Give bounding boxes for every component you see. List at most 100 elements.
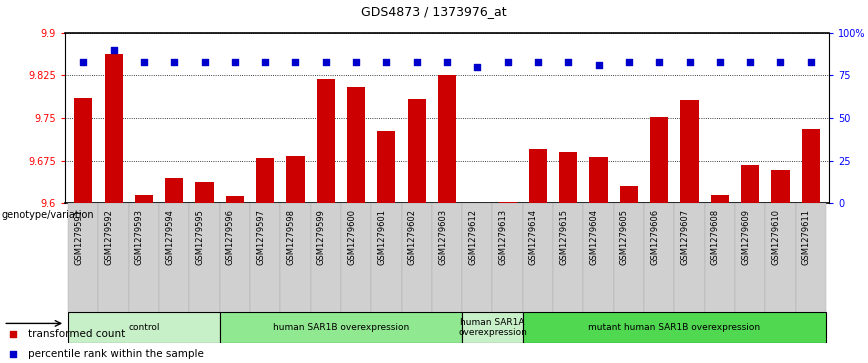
Text: GSM1279599: GSM1279599 — [317, 209, 326, 265]
Text: GSM1279608: GSM1279608 — [711, 209, 720, 265]
Point — [284, 289, 298, 295]
Bar — [311, 203, 341, 312]
Point — [562, 59, 575, 65]
Text: transformed count: transformed count — [28, 329, 125, 339]
Point — [501, 59, 515, 65]
Bar — [104, 54, 122, 203]
Text: GSM1279612: GSM1279612 — [469, 209, 477, 265]
Text: GSM1279613: GSM1279613 — [498, 209, 508, 265]
Point — [76, 59, 90, 65]
Point — [288, 59, 302, 65]
Point — [682, 59, 696, 65]
Bar — [674, 203, 705, 312]
Text: GSM1279614: GSM1279614 — [529, 209, 538, 265]
Bar — [372, 203, 402, 312]
Text: GSM1279593: GSM1279593 — [135, 209, 144, 265]
Bar — [614, 203, 644, 312]
Text: GSM1279609: GSM1279609 — [741, 209, 750, 265]
Bar — [378, 131, 396, 203]
Bar — [195, 182, 214, 203]
Text: GSM1279603: GSM1279603 — [438, 209, 447, 265]
Bar — [220, 312, 462, 343]
Point — [349, 59, 363, 65]
Text: GSM1279598: GSM1279598 — [286, 209, 295, 265]
Bar — [98, 203, 128, 312]
Text: GSM1279615: GSM1279615 — [559, 209, 569, 265]
Point — [743, 59, 757, 65]
Point — [592, 62, 606, 68]
Point — [319, 59, 332, 65]
Bar — [644, 203, 674, 312]
Point — [258, 59, 272, 65]
Bar — [705, 203, 735, 312]
Point — [713, 59, 727, 65]
Bar — [135, 195, 153, 203]
Bar — [462, 203, 492, 312]
Bar — [772, 170, 790, 203]
Text: GSM1279591: GSM1279591 — [75, 209, 83, 265]
Text: GSM1279602: GSM1279602 — [408, 209, 417, 265]
Bar — [159, 203, 189, 312]
Bar — [492, 203, 523, 312]
Point — [198, 59, 212, 65]
Text: GSM1279600: GSM1279600 — [347, 209, 356, 265]
Bar — [68, 312, 220, 343]
Point — [228, 59, 242, 65]
Point — [284, 107, 298, 113]
Bar — [741, 164, 760, 203]
Text: GSM1279601: GSM1279601 — [378, 209, 386, 265]
Bar — [317, 79, 335, 203]
Bar — [74, 98, 92, 203]
Bar — [650, 117, 668, 203]
Bar — [438, 76, 456, 203]
Bar — [589, 157, 608, 203]
Text: human SAR1B overexpression: human SAR1B overexpression — [273, 323, 409, 332]
Bar — [402, 203, 432, 312]
Bar — [462, 312, 523, 343]
Text: genotype/variation: genotype/variation — [1, 210, 94, 220]
Bar — [711, 195, 729, 203]
Text: GSM1279592: GSM1279592 — [105, 209, 114, 265]
Bar — [341, 203, 372, 312]
Text: GSM1279594: GSM1279594 — [165, 209, 174, 265]
Text: GDS4873 / 1373976_at: GDS4873 / 1373976_at — [361, 5, 507, 19]
Text: GSM1279604: GSM1279604 — [589, 209, 599, 265]
Text: mutant human SAR1B overexpression: mutant human SAR1B overexpression — [589, 323, 760, 332]
Bar — [681, 100, 699, 203]
Text: GSM1279610: GSM1279610 — [772, 209, 780, 265]
Point — [531, 59, 545, 65]
Bar — [220, 203, 250, 312]
Point — [652, 59, 666, 65]
Text: GSM1279607: GSM1279607 — [681, 209, 689, 265]
Bar — [165, 178, 183, 203]
Point — [773, 59, 787, 65]
Bar — [553, 203, 583, 312]
Bar — [408, 99, 426, 203]
Bar — [559, 152, 577, 203]
Text: GSM1279611: GSM1279611 — [802, 209, 811, 265]
Text: percentile rank within the sample: percentile rank within the sample — [28, 349, 204, 359]
Point — [137, 59, 151, 65]
Bar — [796, 203, 826, 312]
Bar — [802, 129, 820, 203]
Bar — [620, 186, 638, 203]
Text: GSM1279606: GSM1279606 — [650, 209, 659, 265]
Point — [410, 59, 424, 65]
Text: control: control — [128, 323, 160, 332]
Bar — [256, 158, 274, 203]
Bar — [529, 149, 547, 203]
Bar — [68, 203, 98, 312]
Point — [622, 59, 636, 65]
Text: GSM1279597: GSM1279597 — [256, 209, 265, 265]
Text: GSM1279596: GSM1279596 — [226, 209, 235, 265]
Bar — [766, 203, 796, 312]
Bar — [523, 203, 553, 312]
Point — [168, 59, 181, 65]
Text: human SAR1A
overexpression: human SAR1A overexpression — [458, 318, 527, 337]
Bar — [432, 203, 462, 312]
Point — [107, 47, 121, 53]
Bar — [226, 196, 244, 203]
Bar — [128, 203, 159, 312]
Bar — [498, 201, 516, 203]
Point — [804, 59, 818, 65]
